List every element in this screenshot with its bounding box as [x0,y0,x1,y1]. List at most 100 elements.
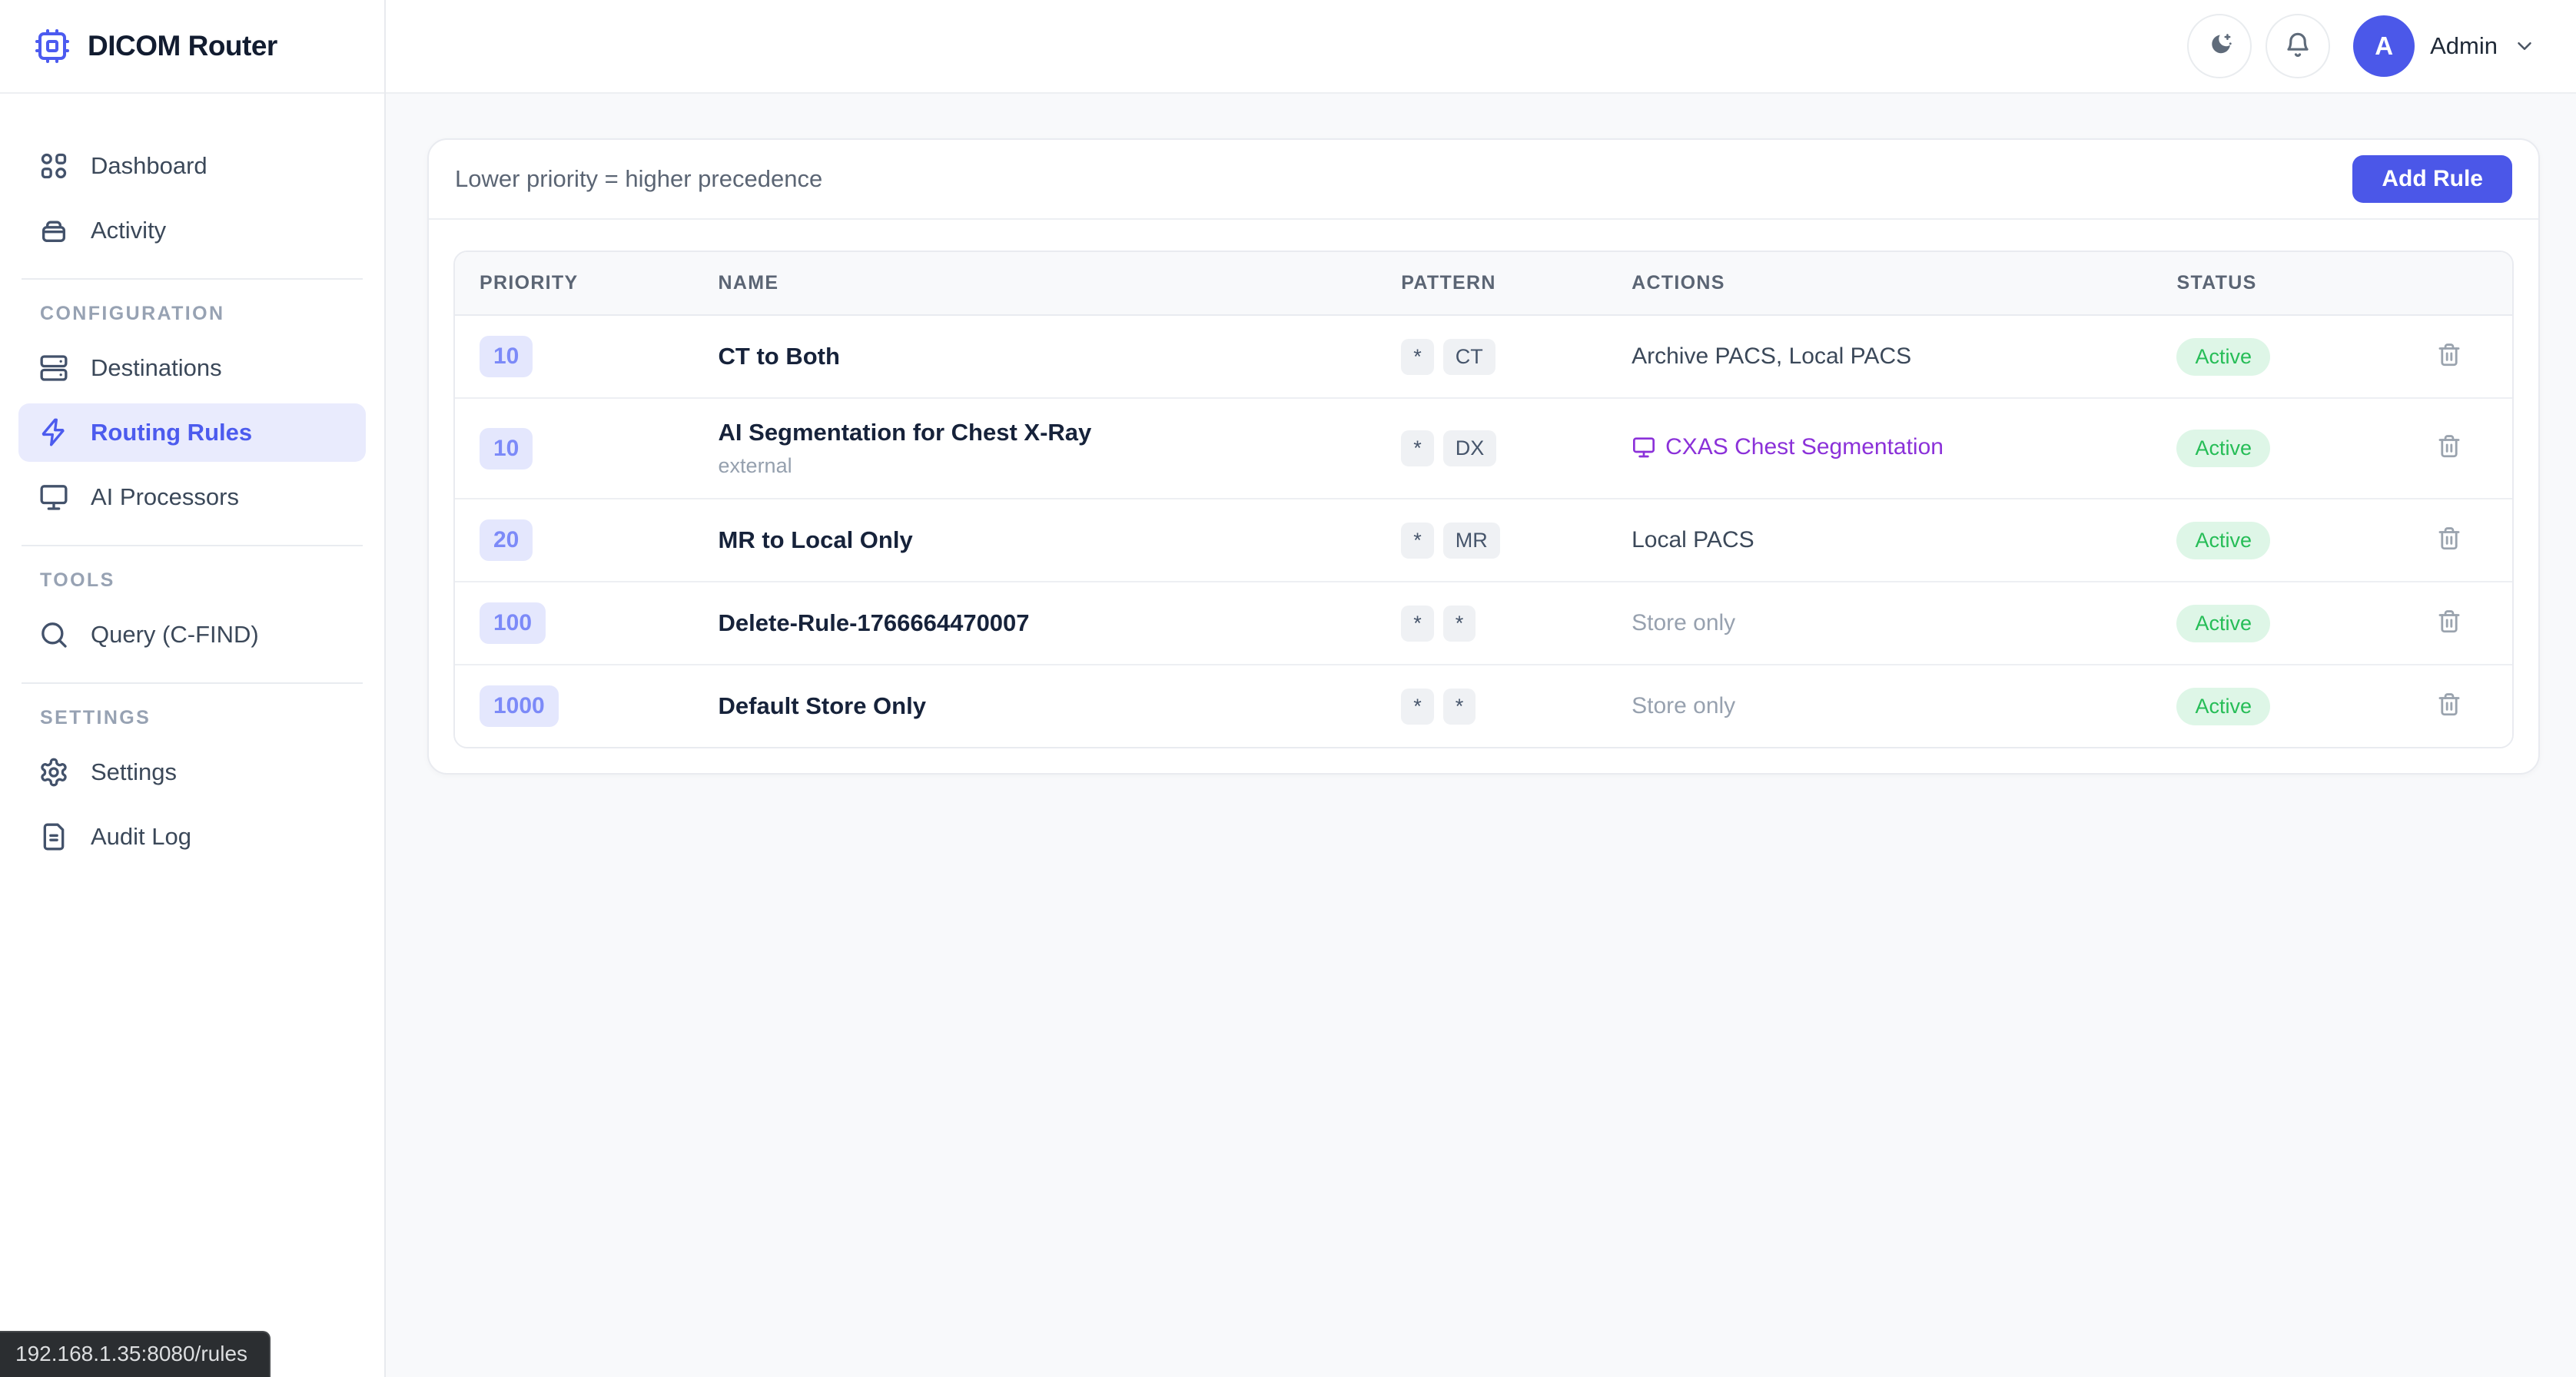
pattern-chip: * [1401,522,1434,559]
rule-name: Delete-Rule-1766664470007 [718,609,1030,636]
delete-rule-button[interactable] [2436,692,2462,720]
pattern-chip: * [1442,605,1476,642]
sidebar-divider [22,682,363,684]
file-text-icon [38,821,69,852]
app-logo: DICOM Router [0,0,384,94]
activity-icon [38,215,69,246]
pattern-chip: * [1442,688,1476,725]
sidebar: DICOM Router Dashboard Activity CONFIGUR… [0,0,386,1377]
rule-action-ai-link[interactable]: CXAS Chest Segmentation [1632,434,1944,460]
chevron-down-icon [2513,35,2536,58]
sidebar-item-dashboard[interactable]: Dashboard [18,137,366,195]
trash-icon [2436,343,2462,370]
add-rule-button[interactable]: Add Rule [2352,155,2512,203]
pattern-chips: * CT [1401,338,1582,375]
pattern-chips: * * [1401,688,1582,725]
pattern-chips: * * [1401,605,1582,642]
column-header-actions: ACTIONS [1607,252,2153,316]
topbar: A Admin [386,0,2576,94]
routing-rules-card: Lower priority = higher precedence Add R… [427,138,2540,775]
status-badge: Active [2176,337,2271,376]
status-bar-url-tooltip: 192.168.1.35:8080/rules [0,1331,271,1377]
sidebar-item-activity[interactable]: Activity [18,201,366,260]
delete-rule-button[interactable] [2436,526,2462,554]
status-badge: Active [2176,521,2271,559]
moon-icon [2205,31,2234,62]
sidebar-item-settings[interactable]: Settings [18,743,366,801]
notifications-button[interactable] [2266,14,2331,78]
avatar: A [2353,15,2415,77]
table-row: 1000 Default Store Only * * Store only Ac… [455,664,2512,747]
priority-badge: 100 [480,602,546,644]
delete-rule-button[interactable] [2436,609,2462,637]
pattern-chip: * [1401,605,1434,642]
server-icon [38,353,69,383]
trash-icon [2436,609,2462,637]
rule-name: CT to Both [718,343,840,370]
status-badge: Active [2176,687,2271,725]
sidebar-item-audit-log[interactable]: Audit Log [18,808,366,866]
bell-icon [2283,31,2312,62]
rules-table: PRIORITY NAME PATTERN ACTIONS STATUS 10 … [455,252,2512,747]
sidebar-section-label-settings: SETTINGS [40,707,151,728]
rule-subtitle: external [718,454,792,477]
rule-action-text: Store only [1632,610,1736,635]
delete-rule-button[interactable] [2436,342,2462,370]
monitor-icon [38,482,69,513]
user-menu[interactable]: A Admin [2353,15,2536,77]
rule-action-label: CXAS Chest Segmentation [1665,433,1944,460]
main-column: A Admin Lower priority = higher preceden… [386,0,2576,1377]
monitor-icon [1632,435,1656,460]
sidebar-item-destinations[interactable]: Destinations [18,339,366,397]
pattern-chip: * [1401,688,1434,725]
sidebar-divider [22,545,363,546]
pattern-chips: * MR [1401,522,1582,559]
rule-action-text: Archive PACS, Local PACS [1632,343,1912,369]
pattern-chips: * DX [1401,430,1582,466]
column-header-status: STATUS [2152,252,2387,316]
sidebar-item-routing-rules[interactable]: Routing Rules [18,403,366,462]
priority-badge: 10 [480,427,533,470]
pattern-chip: DX [1442,430,1497,466]
user-name: Admin [2430,32,2498,59]
pattern-chip: CT [1442,338,1495,375]
content-area: Lower priority = higher precedence Add R… [386,94,2576,1377]
trash-icon [2436,526,2462,554]
settings-icon [38,757,69,788]
column-header-pattern: PATTERN [1376,252,1608,316]
column-header-delete [2386,252,2512,316]
table-row: 20 MR to Local Only * MR Local PACS Activ… [455,498,2512,582]
cpu-chip-logo-icon [34,28,71,65]
delete-rule-button[interactable] [2436,433,2462,462]
rule-action-text: Store only [1632,693,1736,718]
rules-table-body: 10 CT to Both * CT Archive PACS, Local PA… [455,315,2512,747]
priority-badge: 1000 [480,685,559,727]
dark-mode-toggle-button[interactable] [2187,14,2252,78]
pattern-chip: * [1401,430,1434,466]
priority-hint-text: Lower priority = higher precedence [455,165,823,192]
rule-name: AI Segmentation for Chest X-Ray [718,419,1092,446]
search-icon [38,619,69,650]
column-header-priority: PRIORITY [455,252,694,316]
table-row: 100 Delete-Rule-1766664470007 * * Store o… [455,581,2512,665]
rule-action-text: Local PACS [1632,527,1754,552]
sidebar-item-query-c-find[interactable]: Query (C-FIND) [18,606,366,664]
status-badge: Active [2176,430,2271,467]
sidebar-section-label-tools: TOOLS [40,569,115,591]
sidebar-nav: Dashboard Activity CONFIGURATION Destina… [0,94,384,891]
trash-icon [2436,692,2462,720]
rules-table-box: PRIORITY NAME PATTERN ACTIONS STATUS 10 … [453,251,2514,748]
zap-icon [38,417,69,448]
trash-icon [2436,435,2462,462]
rule-name: MR to Local Only [718,526,913,553]
sidebar-section-label-configuration: CONFIGURATION [40,303,225,324]
priority-badge: 20 [480,519,533,561]
table-row: 10 CT to Both * CT Archive PACS, Local PA… [455,315,2512,398]
table-header-row: PRIORITY NAME PATTERN ACTIONS STATUS [455,252,2512,316]
column-header-name: NAME [693,252,1377,316]
rule-name: Default Store Only [718,692,926,719]
pattern-chip: MR [1442,522,1500,559]
sidebar-item-ai-processors[interactable]: AI Processors [18,468,366,526]
card-body: PRIORITY NAME PATTERN ACTIONS STATUS 10 … [429,220,2538,773]
